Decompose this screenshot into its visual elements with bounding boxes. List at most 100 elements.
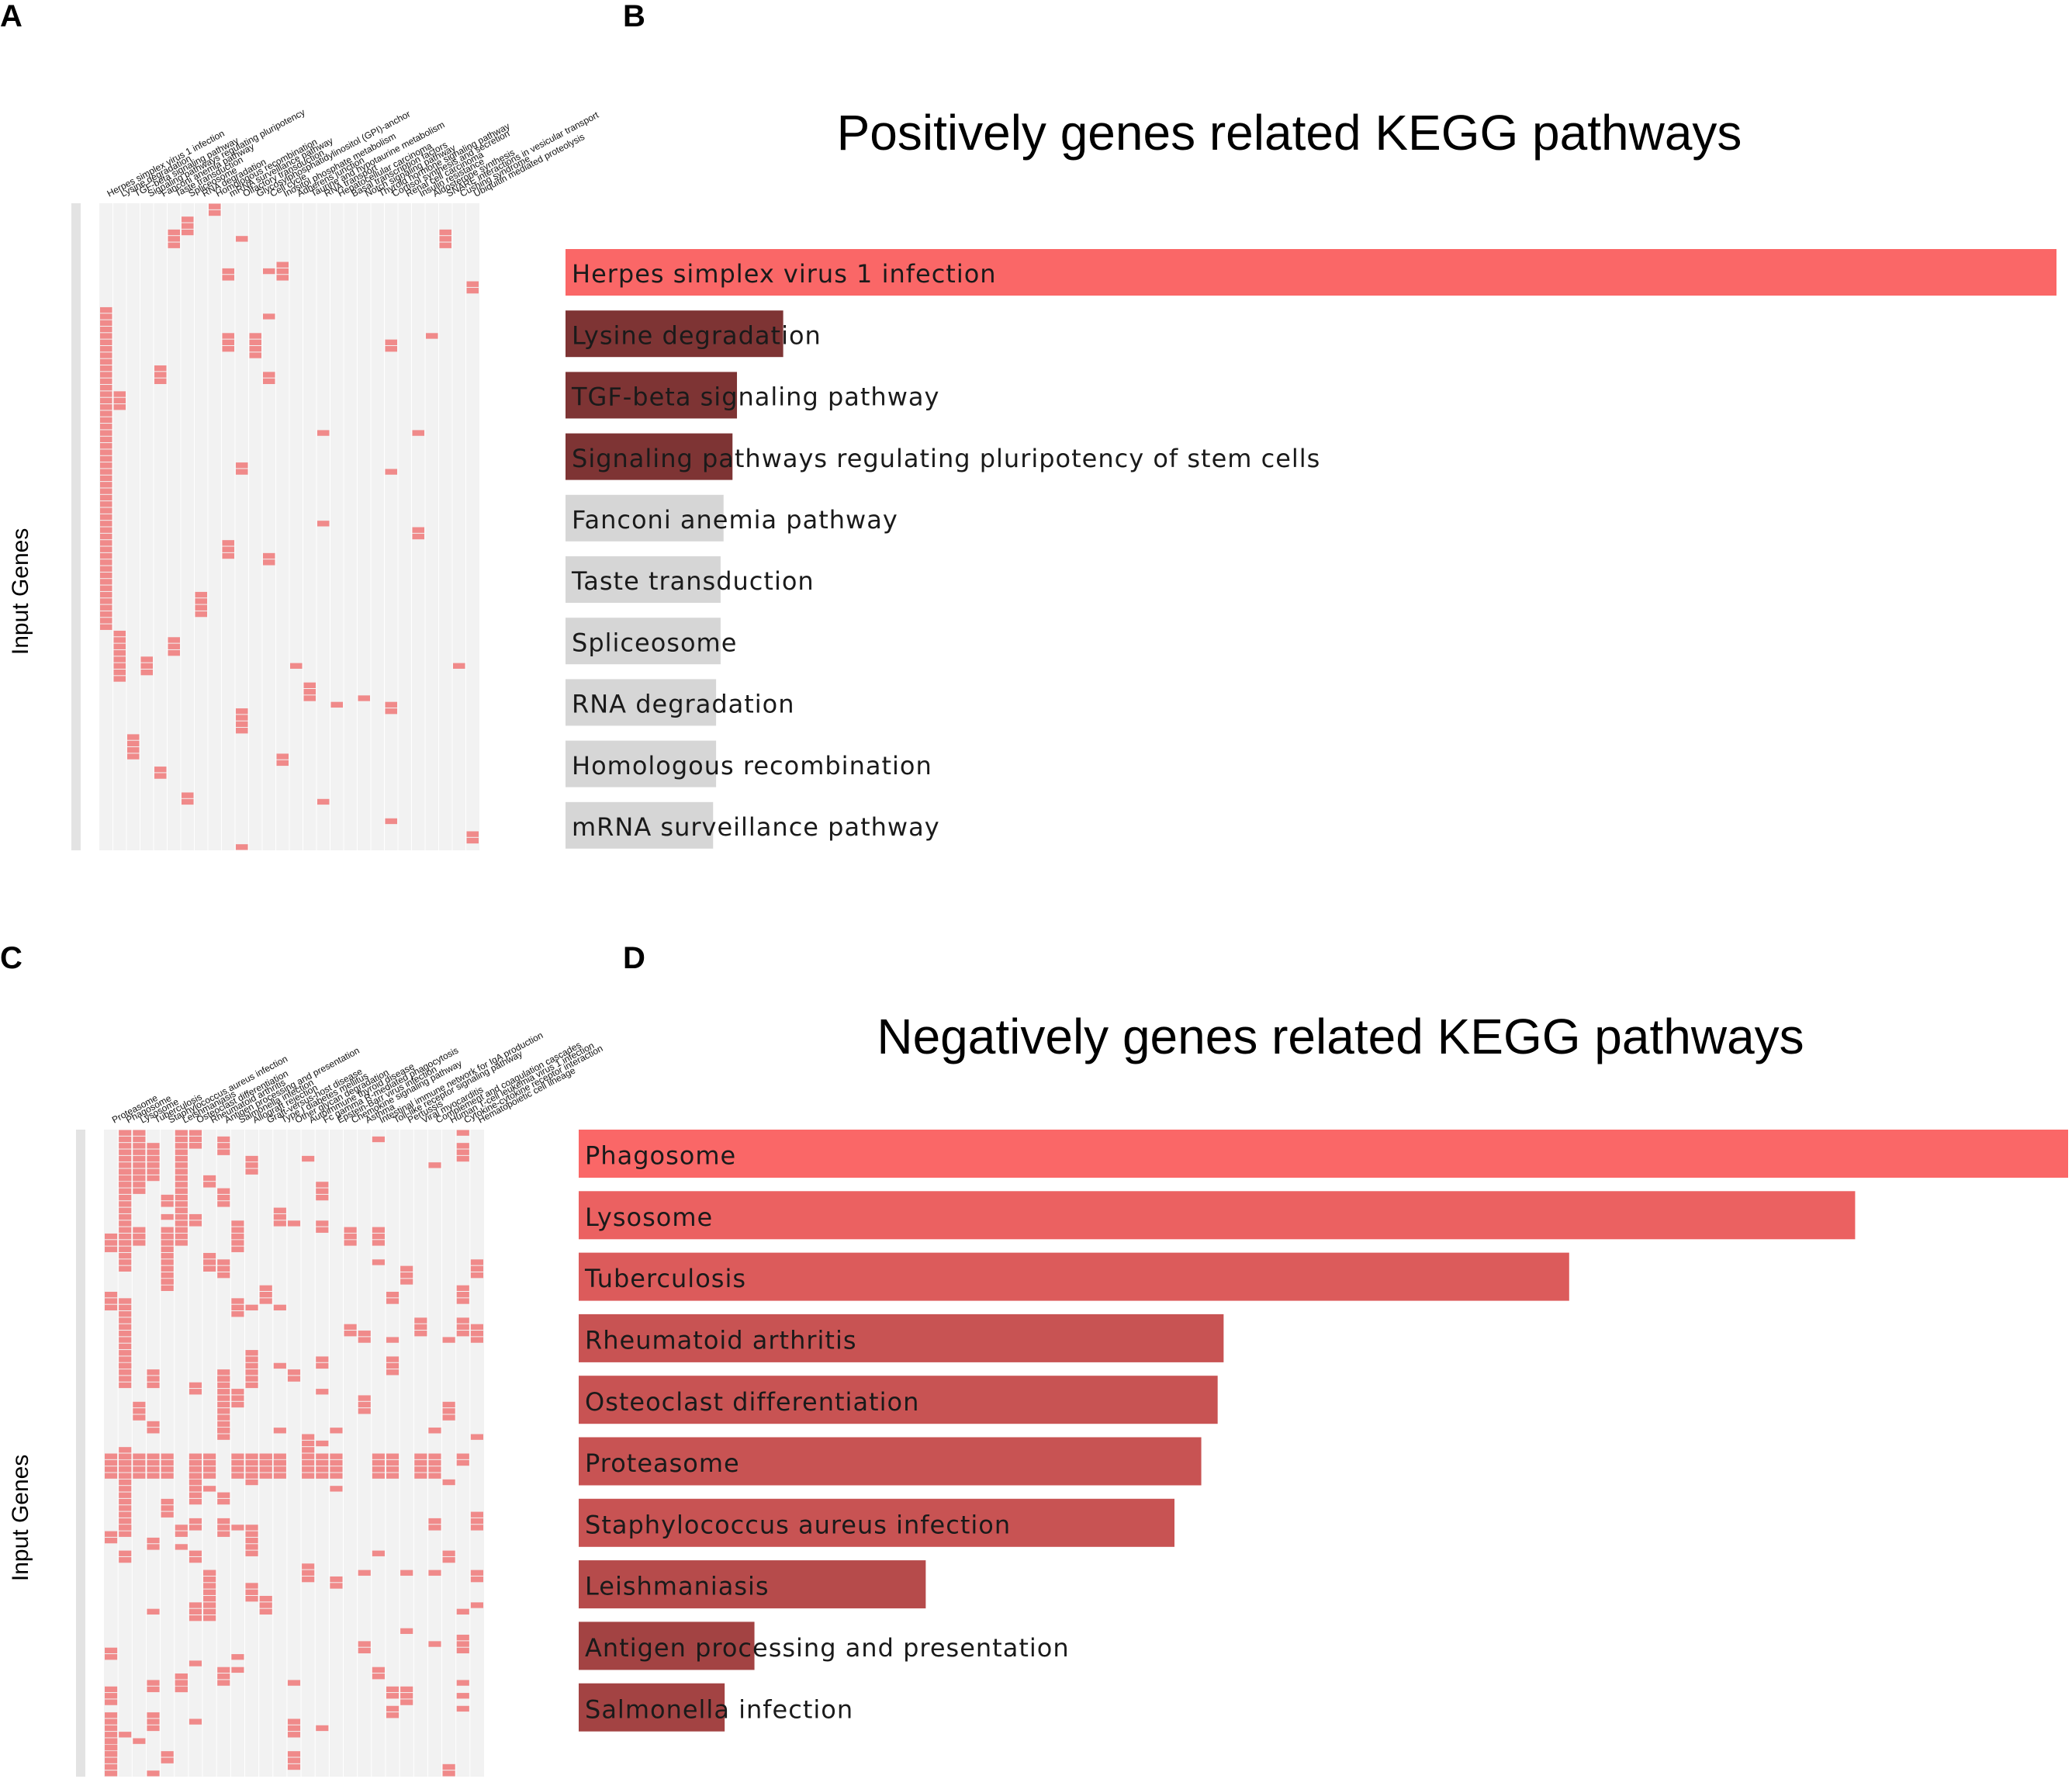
heatmap-cell <box>100 430 112 436</box>
heatmap-cell <box>386 1693 400 1699</box>
heatmap-cell <box>470 1570 483 1576</box>
heatmap-cell <box>175 1680 188 1686</box>
row-label-strip <box>76 1130 85 1777</box>
heatmap-cell <box>316 1182 329 1188</box>
heatmap-cell <box>119 1143 132 1149</box>
bar-label: Fanconi anemia pathway <box>572 505 898 535</box>
bar <box>579 1622 755 1670</box>
heatmap-cell <box>182 216 194 223</box>
heatmap-cell <box>217 1401 230 1408</box>
heatmap-cell <box>372 1227 385 1233</box>
bar-label: Homologous recombination <box>572 751 932 780</box>
heatmap-cell <box>119 1136 132 1143</box>
heatmap-cell <box>147 1428 160 1434</box>
heatmap-cell <box>412 533 424 540</box>
heatmap-cell <box>154 365 167 372</box>
heatmap-cell <box>466 837 479 844</box>
heatmap-cell <box>119 1220 132 1227</box>
heatmap-cell <box>147 1149 160 1155</box>
heatmap-cell <box>344 1324 357 1331</box>
heatmap-cell <box>133 1168 146 1175</box>
heatmap-cell <box>175 1233 188 1240</box>
heatmap-cell <box>100 345 112 352</box>
heatmap-cell <box>386 1459 400 1466</box>
heatmap-cell <box>203 1602 216 1608</box>
heatmap-cell <box>189 1608 202 1615</box>
heatmap-cell <box>119 1201 132 1207</box>
heatmap-cell <box>466 831 479 837</box>
heatmap-cell <box>133 1136 146 1143</box>
heatmap-cell <box>456 1608 469 1615</box>
heatmap-cell <box>113 397 126 404</box>
heatmap-cell <box>470 1511 483 1518</box>
bar <box>566 618 721 665</box>
heatmap-cell <box>189 1479 202 1486</box>
heatmap-cell <box>442 1479 455 1486</box>
heatmap-cell <box>456 1298 469 1304</box>
heatmap-cell <box>133 1233 146 1240</box>
heatmap-cell <box>105 1770 118 1777</box>
heatmap-cell <box>372 1667 385 1673</box>
heatmap-cell <box>147 1453 160 1459</box>
heatmap-cell <box>217 1136 230 1143</box>
heatmap-cell <box>133 1182 146 1188</box>
heatmap-cell <box>119 1149 132 1155</box>
heatmap-cell <box>168 637 180 643</box>
heatmap-cell <box>222 546 234 552</box>
heatmap-cell <box>290 663 303 669</box>
heatmap-cell <box>400 1570 413 1576</box>
heatmap-cell <box>189 1498 202 1505</box>
heatmap-cell <box>147 1143 160 1149</box>
heatmap-cell <box>119 1162 132 1168</box>
heatmap-cell <box>400 1279 413 1285</box>
heatmap-cell <box>330 1473 343 1479</box>
heatmap-cell <box>428 1473 441 1479</box>
bar <box>566 310 783 358</box>
heatmap-cell <box>372 1550 385 1556</box>
heatmap-cell <box>217 1382 230 1389</box>
heatmap-cell <box>414 1331 427 1337</box>
bar-label: Lysine degradation <box>572 320 822 350</box>
heatmap-cell <box>161 1285 174 1291</box>
heatmap-cell <box>259 1595 272 1602</box>
heatmap-cell <box>245 1350 258 1356</box>
heatmap-cell <box>147 1680 160 1686</box>
heatmap-cell <box>231 1473 244 1479</box>
heatmap-cell <box>147 1725 160 1732</box>
heatmap-cell <box>245 1382 258 1389</box>
heatmap-cell <box>161 1259 174 1265</box>
heatmap-cell <box>203 1175 216 1182</box>
heatmap-cell <box>119 1550 132 1556</box>
chart-title: Positively genes related KEGG pathways <box>837 105 1742 161</box>
heatmap-cell <box>412 430 424 436</box>
heatmap-cell <box>217 1414 230 1421</box>
heatmap-cell <box>100 585 112 591</box>
heatmap-cell <box>386 1362 400 1369</box>
heatmap-cell <box>147 1770 160 1777</box>
heatmap-cell <box>119 1213 132 1220</box>
heatmap-cell <box>456 1130 469 1136</box>
heatmap-cell <box>203 1576 216 1583</box>
heatmap-cell <box>100 417 112 424</box>
heatmap-cell <box>245 1525 258 1531</box>
heatmap-cell <box>119 1498 132 1505</box>
heatmap-cell <box>147 1544 160 1550</box>
heatmap-cell <box>100 488 112 494</box>
heatmap-cell <box>100 501 112 507</box>
heatmap-cell <box>442 1770 455 1777</box>
bar-chart-panel-d: Negatively genes related KEGG pathways Ph… <box>579 1009 2068 1732</box>
heatmap-cell <box>119 1240 132 1246</box>
heatmap-cell <box>203 1583 216 1589</box>
heatmap-cell <box>217 1143 230 1149</box>
heatmap-cell <box>203 1589 216 1595</box>
heatmap-cell <box>119 1492 132 1498</box>
heatmap-cell <box>302 1440 315 1447</box>
heatmap-cell <box>245 1583 258 1589</box>
heatmap-cell <box>203 1182 216 1188</box>
heatmap-cell <box>100 494 112 501</box>
heatmap-cell <box>209 209 221 216</box>
heatmap-cell <box>161 1240 174 1246</box>
heatmap-cell <box>303 682 316 688</box>
heatmap-cell <box>100 566 112 572</box>
